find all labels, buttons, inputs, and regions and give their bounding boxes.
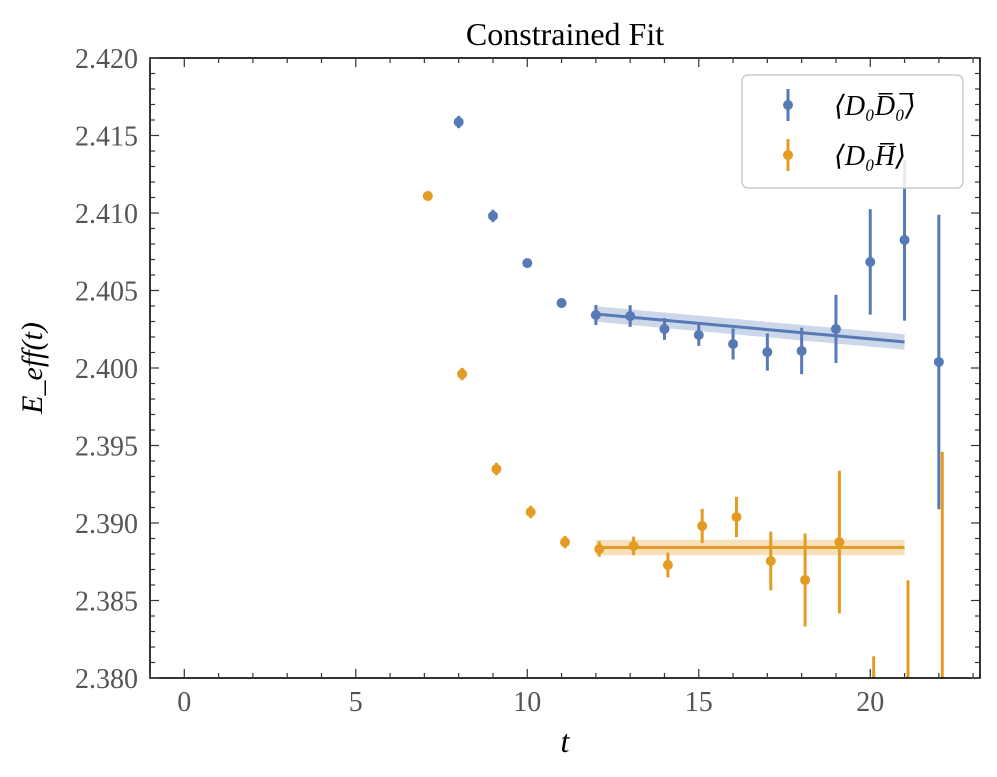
data-point (762, 347, 773, 358)
y-tick-label: 2.390 (75, 509, 138, 540)
data-point (525, 506, 536, 517)
data-point (453, 117, 464, 128)
legend-marker (783, 100, 793, 110)
data-point (765, 555, 776, 566)
y-tick-label: 2.400 (75, 354, 138, 385)
data-point (628, 540, 639, 551)
fit-line-0 (595, 312, 905, 344)
data-point (491, 464, 502, 475)
data-point (933, 356, 944, 367)
chart-title: Constrained Fit (466, 16, 664, 52)
data-point (594, 544, 605, 555)
y-axis-label: E_eff(t) (16, 322, 49, 415)
data-point (662, 560, 673, 571)
data-point (830, 323, 841, 334)
x-axis-label: t (561, 723, 571, 759)
data-point (590, 309, 601, 320)
legend-marker (783, 150, 793, 160)
x-tick-label: 10 (513, 687, 541, 718)
y-tick-label: 2.395 (75, 432, 138, 463)
y-tick-label: 2.410 (75, 199, 138, 230)
data-point (457, 369, 468, 380)
data-point (697, 520, 708, 531)
y-tick-label: 2.420 (75, 44, 138, 75)
y-tick-label: 2.415 (75, 122, 138, 153)
y-tick-label: 2.380 (75, 664, 138, 695)
x-tick-label: 5 (349, 687, 363, 718)
data-point (659, 323, 670, 334)
data-point (800, 575, 811, 586)
legend-label: ⟨D₀D̅₀̅⟩ (834, 91, 916, 122)
y-tick-label: 2.405 (75, 277, 138, 308)
data-point (487, 210, 498, 221)
data-point (899, 234, 910, 245)
data-point (560, 537, 570, 548)
data-point (865, 256, 876, 267)
legend-label: ⟨D₀H̅⟩ (834, 141, 906, 172)
x-tick-label: 15 (685, 687, 713, 718)
data-point (556, 298, 567, 309)
data-point (693, 329, 704, 340)
data-point (834, 537, 845, 548)
data-point (625, 311, 636, 322)
data-point (522, 258, 533, 269)
data-point (796, 345, 807, 356)
y-tick-label: 2.385 (75, 587, 138, 618)
data-point (731, 511, 742, 522)
data-point (728, 338, 739, 349)
legend-box (741, 74, 964, 189)
data-point (422, 190, 433, 201)
x-tick-label: 20 (856, 687, 884, 718)
x-tick-label: 0 (177, 687, 191, 718)
